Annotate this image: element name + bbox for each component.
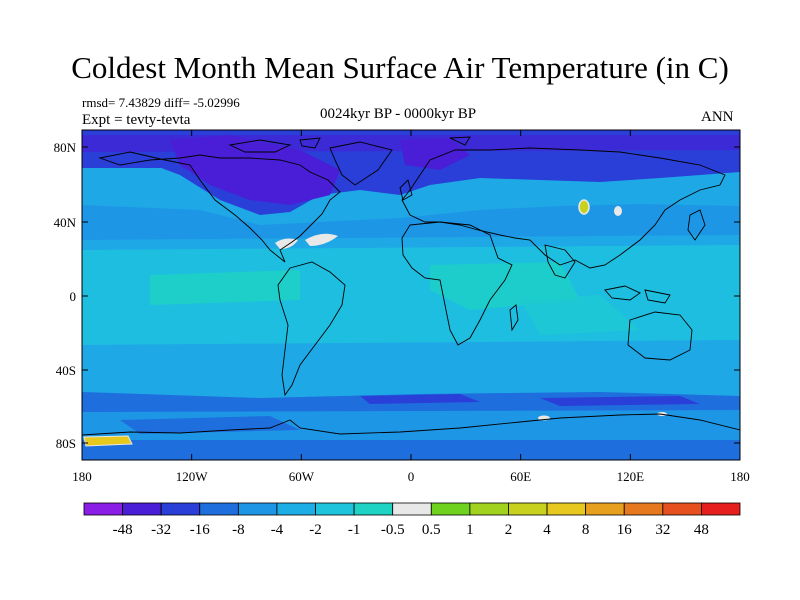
colorbar-swatch [623, 502, 664, 516]
coast-uk [399, 179, 413, 201]
field-warm-patch-asia [614, 206, 622, 216]
colorbar-label: 16 [617, 522, 633, 538]
colorbar-swatch [430, 502, 471, 516]
lon-tick-label: 60W [289, 469, 315, 484]
lat-tick-label: 0 [70, 289, 77, 304]
coast-maritime [604, 285, 671, 304]
colorbar-label: -48 [113, 522, 133, 538]
coastlines [82, 136, 740, 436]
lat-tick-label: 40N [54, 215, 77, 230]
field-warm-patch-atlantic [305, 233, 338, 246]
rmsd-diff-stats: rmsd= 7.43829 diff= -5.02996 [82, 95, 240, 110]
colorbar-label: 2 [505, 522, 513, 538]
colorbar-swatch [237, 502, 278, 516]
colorbar: -48 -32 -16 -8 -4 -2 -1 -0.5 0.5 1 2 4 8 16 32 48 [83, 502, 741, 538]
colorbar-swatch [585, 502, 625, 516]
field-warm-patch-tibet [578, 199, 590, 215]
field-indian-warm [430, 262, 580, 310]
lon-tick-label: 0 [408, 469, 415, 484]
field-antarctica [82, 440, 740, 460]
lat-tick-label: 80N [54, 140, 77, 155]
colorbar-label: -0.5 [381, 522, 405, 538]
colorbar-swatch [469, 502, 509, 516]
colorbar-label: 0.5 [422, 522, 441, 538]
colorbar-label: -8 [232, 522, 245, 538]
lat-tick-label: 40S [56, 363, 76, 378]
coast-eurasia [401, 147, 726, 269]
colorbar-swatch [508, 502, 548, 516]
colorbar-label: -32 [151, 522, 171, 538]
field-midlat [82, 204, 740, 240]
coast-africa [401, 221, 513, 346]
field-southern-cold-a [360, 394, 480, 404]
temperature-field [82, 130, 740, 460]
longitude-axis: 180 120W 60W 0 60E 120E 180 [72, 130, 750, 484]
colorbar-swatch [662, 502, 702, 516]
lon-tick-label: 120W [176, 469, 209, 484]
colorbar-label: -1 [348, 522, 361, 538]
lon-tick-label: 180 [72, 469, 92, 484]
field-tropical-patch [520, 295, 640, 335]
colorbar-swatch [122, 502, 162, 516]
colorbar-label: 1 [466, 522, 474, 538]
colorbar-swatch [392, 502, 432, 516]
colorbar-label: -16 [190, 522, 210, 538]
coast-japan [687, 209, 706, 241]
experiment-label: Expt = tevty-tevta [82, 112, 191, 128]
colorbar-swatch [315, 502, 355, 516]
colorbar-swatch [160, 502, 201, 516]
coast-arctic-islands [228, 136, 471, 153]
colorbar-swatch [83, 502, 123, 516]
time-period-label: 0024kyr BP - 0000kyr BP [320, 106, 477, 122]
season-label: ANN [701, 109, 734, 125]
field-warm-patch-ross [83, 435, 133, 447]
coast-india [544, 244, 576, 279]
field-antarctic-cold [120, 416, 300, 434]
coast-australia [627, 311, 693, 361]
lon-tick-label: 180 [730, 469, 750, 484]
colorbar-label: 48 [694, 522, 709, 538]
colorbar-swatch [546, 502, 587, 516]
field-warm-patch-caribbean [275, 238, 298, 249]
coast-north-america [98, 151, 341, 263]
latitude-axis: 80N 40N 0 40S 80S [54, 140, 740, 451]
colorbar-label: 32 [655, 522, 670, 538]
coast-south-america [277, 261, 346, 397]
colorbar-label: -4 [271, 522, 284, 538]
colorbar-swatch [353, 502, 394, 516]
colorbar-swatch [701, 502, 741, 516]
colorbar-label: 8 [582, 522, 590, 538]
field-southern-cold-b [540, 396, 700, 406]
coast-greenland [329, 141, 393, 186]
field-scandinavia-cold [400, 138, 470, 170]
colorbar-label: 4 [543, 522, 551, 538]
map-title: Coldest Month Mean Surface Air Temperatu… [71, 50, 729, 85]
field-laurentide-cold [170, 135, 340, 205]
colorbar-swatch [276, 502, 316, 516]
lon-tick-label: 120E [617, 469, 645, 484]
field-pacific-warm [150, 270, 300, 305]
coast-madagascar [509, 304, 519, 332]
colorbar-swatch [199, 502, 239, 516]
lat-tick-label: 80S [56, 436, 76, 451]
colorbar-label: -2 [309, 522, 322, 538]
coast-antarctica [82, 413, 740, 436]
field-south-midlat [82, 345, 740, 390]
lon-tick-label: 60E [510, 469, 531, 484]
